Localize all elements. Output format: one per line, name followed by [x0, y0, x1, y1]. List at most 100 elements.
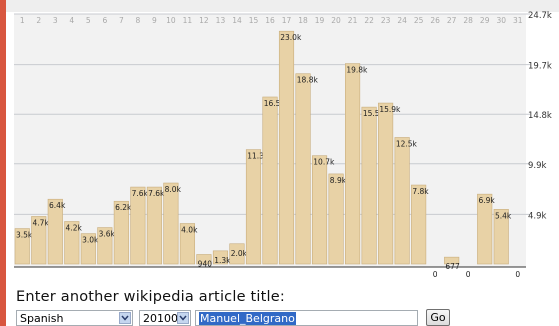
data-label: 7.6k — [148, 189, 165, 198]
bar[interactable] — [196, 254, 212, 265]
day-label: 18 — [298, 16, 308, 25]
day-label: 30 — [496, 16, 506, 25]
bar[interactable] — [378, 102, 394, 265]
data-label: 7.8k — [412, 187, 429, 196]
bar[interactable] — [31, 216, 47, 265]
day-label: 16 — [265, 16, 275, 25]
data-label: 6.9k — [478, 196, 495, 205]
bar[interactable] — [229, 243, 245, 265]
data-label: 8.0k — [165, 185, 182, 194]
data-label: 0 — [466, 270, 471, 279]
bar[interactable] — [47, 198, 63, 265]
form-title: Enter another wikipedia article title: — [16, 289, 285, 305]
bar[interactable] — [146, 186, 162, 265]
day-label: 31 — [513, 16, 523, 25]
data-label: 19.8k — [346, 66, 368, 75]
go-button[interactable]: Go — [426, 309, 450, 326]
language-select[interactable]: Spanish — [16, 310, 133, 326]
day-label: 10 — [166, 16, 176, 25]
bar[interactable] — [295, 73, 311, 265]
bar[interactable] — [493, 209, 509, 265]
day-label: 14 — [232, 16, 242, 25]
data-label: 5.4k — [495, 211, 512, 220]
data-label: 7.6k — [132, 189, 149, 198]
bar[interactable] — [444, 256, 460, 265]
month-select-value: 201006 — [143, 312, 185, 325]
day-label: 19 — [315, 16, 325, 25]
header-strip — [6, 0, 559, 12]
day-label: 8 — [135, 16, 140, 25]
y-tick-label: 4.9k — [528, 211, 547, 221]
data-label: 23.0k — [280, 33, 302, 42]
bar[interactable] — [411, 184, 427, 265]
data-label: 3.5k — [16, 231, 33, 240]
chevron-down-icon[interactable] — [177, 312, 189, 324]
language-select-value: Spanish — [20, 312, 64, 325]
bar[interactable] — [328, 173, 344, 265]
day-label: 1 — [20, 16, 25, 25]
day-label: 26 — [430, 16, 440, 25]
bar[interactable] — [179, 223, 195, 265]
month-select[interactable]: 201006 — [139, 310, 191, 326]
bar[interactable] — [245, 149, 262, 265]
data-label: 8.9k — [330, 176, 347, 185]
day-label: 7 — [119, 16, 124, 25]
y-tick-label: 24.7k — [528, 11, 552, 21]
bar[interactable] — [262, 96, 278, 265]
data-label: 18.8k — [297, 76, 319, 85]
data-label: 0 — [515, 270, 520, 279]
data-label: 6.4k — [49, 201, 66, 210]
day-label: 29 — [480, 16, 490, 25]
day-label: 17 — [282, 16, 292, 25]
day-label: 2 — [36, 16, 41, 25]
bar[interactable] — [278, 30, 295, 265]
article-title-value: Manuel_Belgrano — [199, 312, 296, 325]
data-label: 4.2k — [66, 223, 83, 232]
bar[interactable] — [64, 221, 80, 265]
day-label: 23 — [381, 16, 391, 25]
day-label: 22 — [364, 16, 374, 25]
data-label: 3.6k — [99, 230, 116, 239]
day-label: 27 — [447, 16, 457, 25]
data-label: 1.3k — [214, 256, 231, 265]
data-label: 15.5k — [363, 109, 385, 118]
data-label: 15.9k — [379, 105, 401, 114]
bar[interactable] — [477, 193, 493, 265]
data-label: 6.2k — [115, 203, 132, 212]
day-label: 25 — [414, 16, 424, 25]
bar[interactable] — [80, 233, 96, 265]
data-label: 0 — [433, 270, 438, 279]
bar[interactable] — [97, 227, 113, 265]
data-label: 2.0k — [231, 249, 248, 258]
data-label: 4.7k — [33, 218, 50, 227]
y-tick-label: 9.9k — [528, 161, 547, 171]
bar[interactable] — [212, 250, 229, 265]
bar[interactable] — [130, 186, 146, 265]
y-tick-label: 14.8k — [528, 111, 552, 121]
day-label: 24 — [397, 16, 407, 25]
bar[interactable] — [14, 228, 30, 265]
data-label: 11.3k — [247, 152, 269, 161]
day-label: 4 — [69, 16, 74, 25]
bar[interactable] — [113, 200, 129, 265]
bar[interactable] — [394, 137, 410, 265]
day-label: 9 — [152, 16, 157, 25]
bar[interactable] — [311, 155, 328, 265]
y-tick-label: 19.7k — [528, 62, 552, 72]
left-accent-bar — [0, 0, 6, 326]
bar[interactable] — [163, 182, 179, 265]
data-label: 4.0k — [181, 226, 198, 235]
data-label: 940 — [198, 259, 213, 268]
data-label: 3.0k — [82, 236, 99, 245]
bar[interactable] — [361, 106, 377, 265]
day-label: 13 — [216, 16, 226, 25]
day-label: 3 — [53, 16, 58, 25]
day-label: 28 — [463, 16, 473, 25]
article-title-input[interactable]: Manuel_Belgrano — [195, 310, 418, 326]
bar[interactable] — [345, 63, 361, 265]
chevron-down-icon[interactable] — [119, 312, 131, 324]
day-label: 15 — [249, 16, 259, 25]
day-label: 21 — [348, 16, 358, 25]
data-label: 12.5k — [396, 139, 418, 148]
